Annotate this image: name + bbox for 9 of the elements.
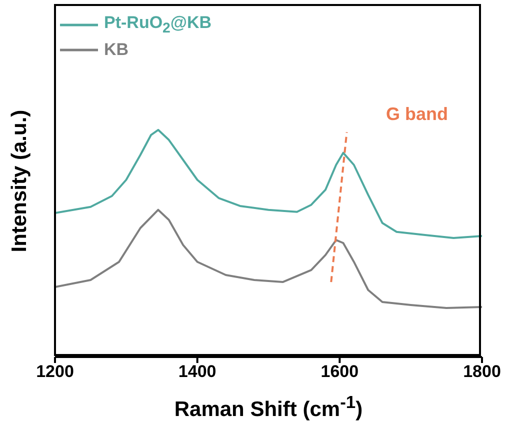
x-tick-label: 1600 xyxy=(320,362,359,382)
x-tick-label: 1200 xyxy=(36,362,74,382)
legend-label: Pt-RuO$_{2}$@KB xyxy=(104,12,212,36)
x-axis-title: Raman Shift (cm$^{-1}$) xyxy=(173,392,364,422)
legend-label: KB xyxy=(104,40,129,60)
x-tick-label: 1800 xyxy=(463,362,501,382)
text: G band xyxy=(386,104,448,125)
x-tick-label: 1400 xyxy=(178,362,216,382)
y-axis-title: Intensity (a.u.) xyxy=(7,108,32,254)
